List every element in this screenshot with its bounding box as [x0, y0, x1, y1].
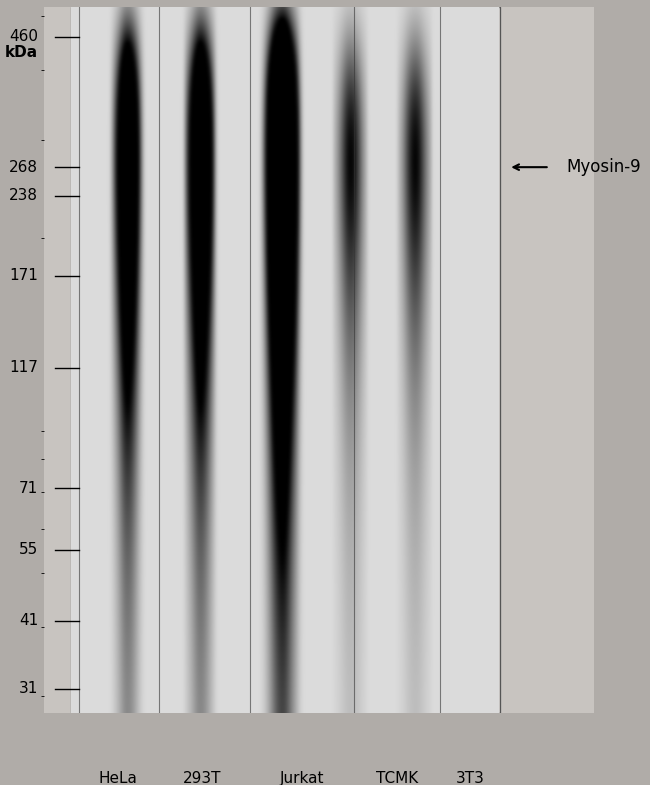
Text: kDa: kDa [5, 46, 38, 60]
Text: 3T3: 3T3 [456, 772, 484, 785]
Text: HeLa: HeLa [98, 772, 137, 785]
Text: 171: 171 [9, 268, 38, 283]
Text: TCMK: TCMK [376, 772, 419, 785]
Text: 238: 238 [9, 188, 38, 203]
Text: 55: 55 [19, 542, 38, 557]
Text: 71: 71 [19, 480, 38, 496]
Text: 293T: 293T [183, 772, 221, 785]
Text: 117: 117 [9, 360, 38, 375]
Text: Jurkat: Jurkat [280, 772, 324, 785]
Text: 41: 41 [19, 613, 38, 629]
Text: 268: 268 [9, 159, 38, 175]
FancyBboxPatch shape [71, 7, 500, 713]
Text: Myosin-9: Myosin-9 [566, 158, 641, 176]
Text: 31: 31 [19, 681, 38, 696]
Text: 460: 460 [9, 29, 38, 44]
